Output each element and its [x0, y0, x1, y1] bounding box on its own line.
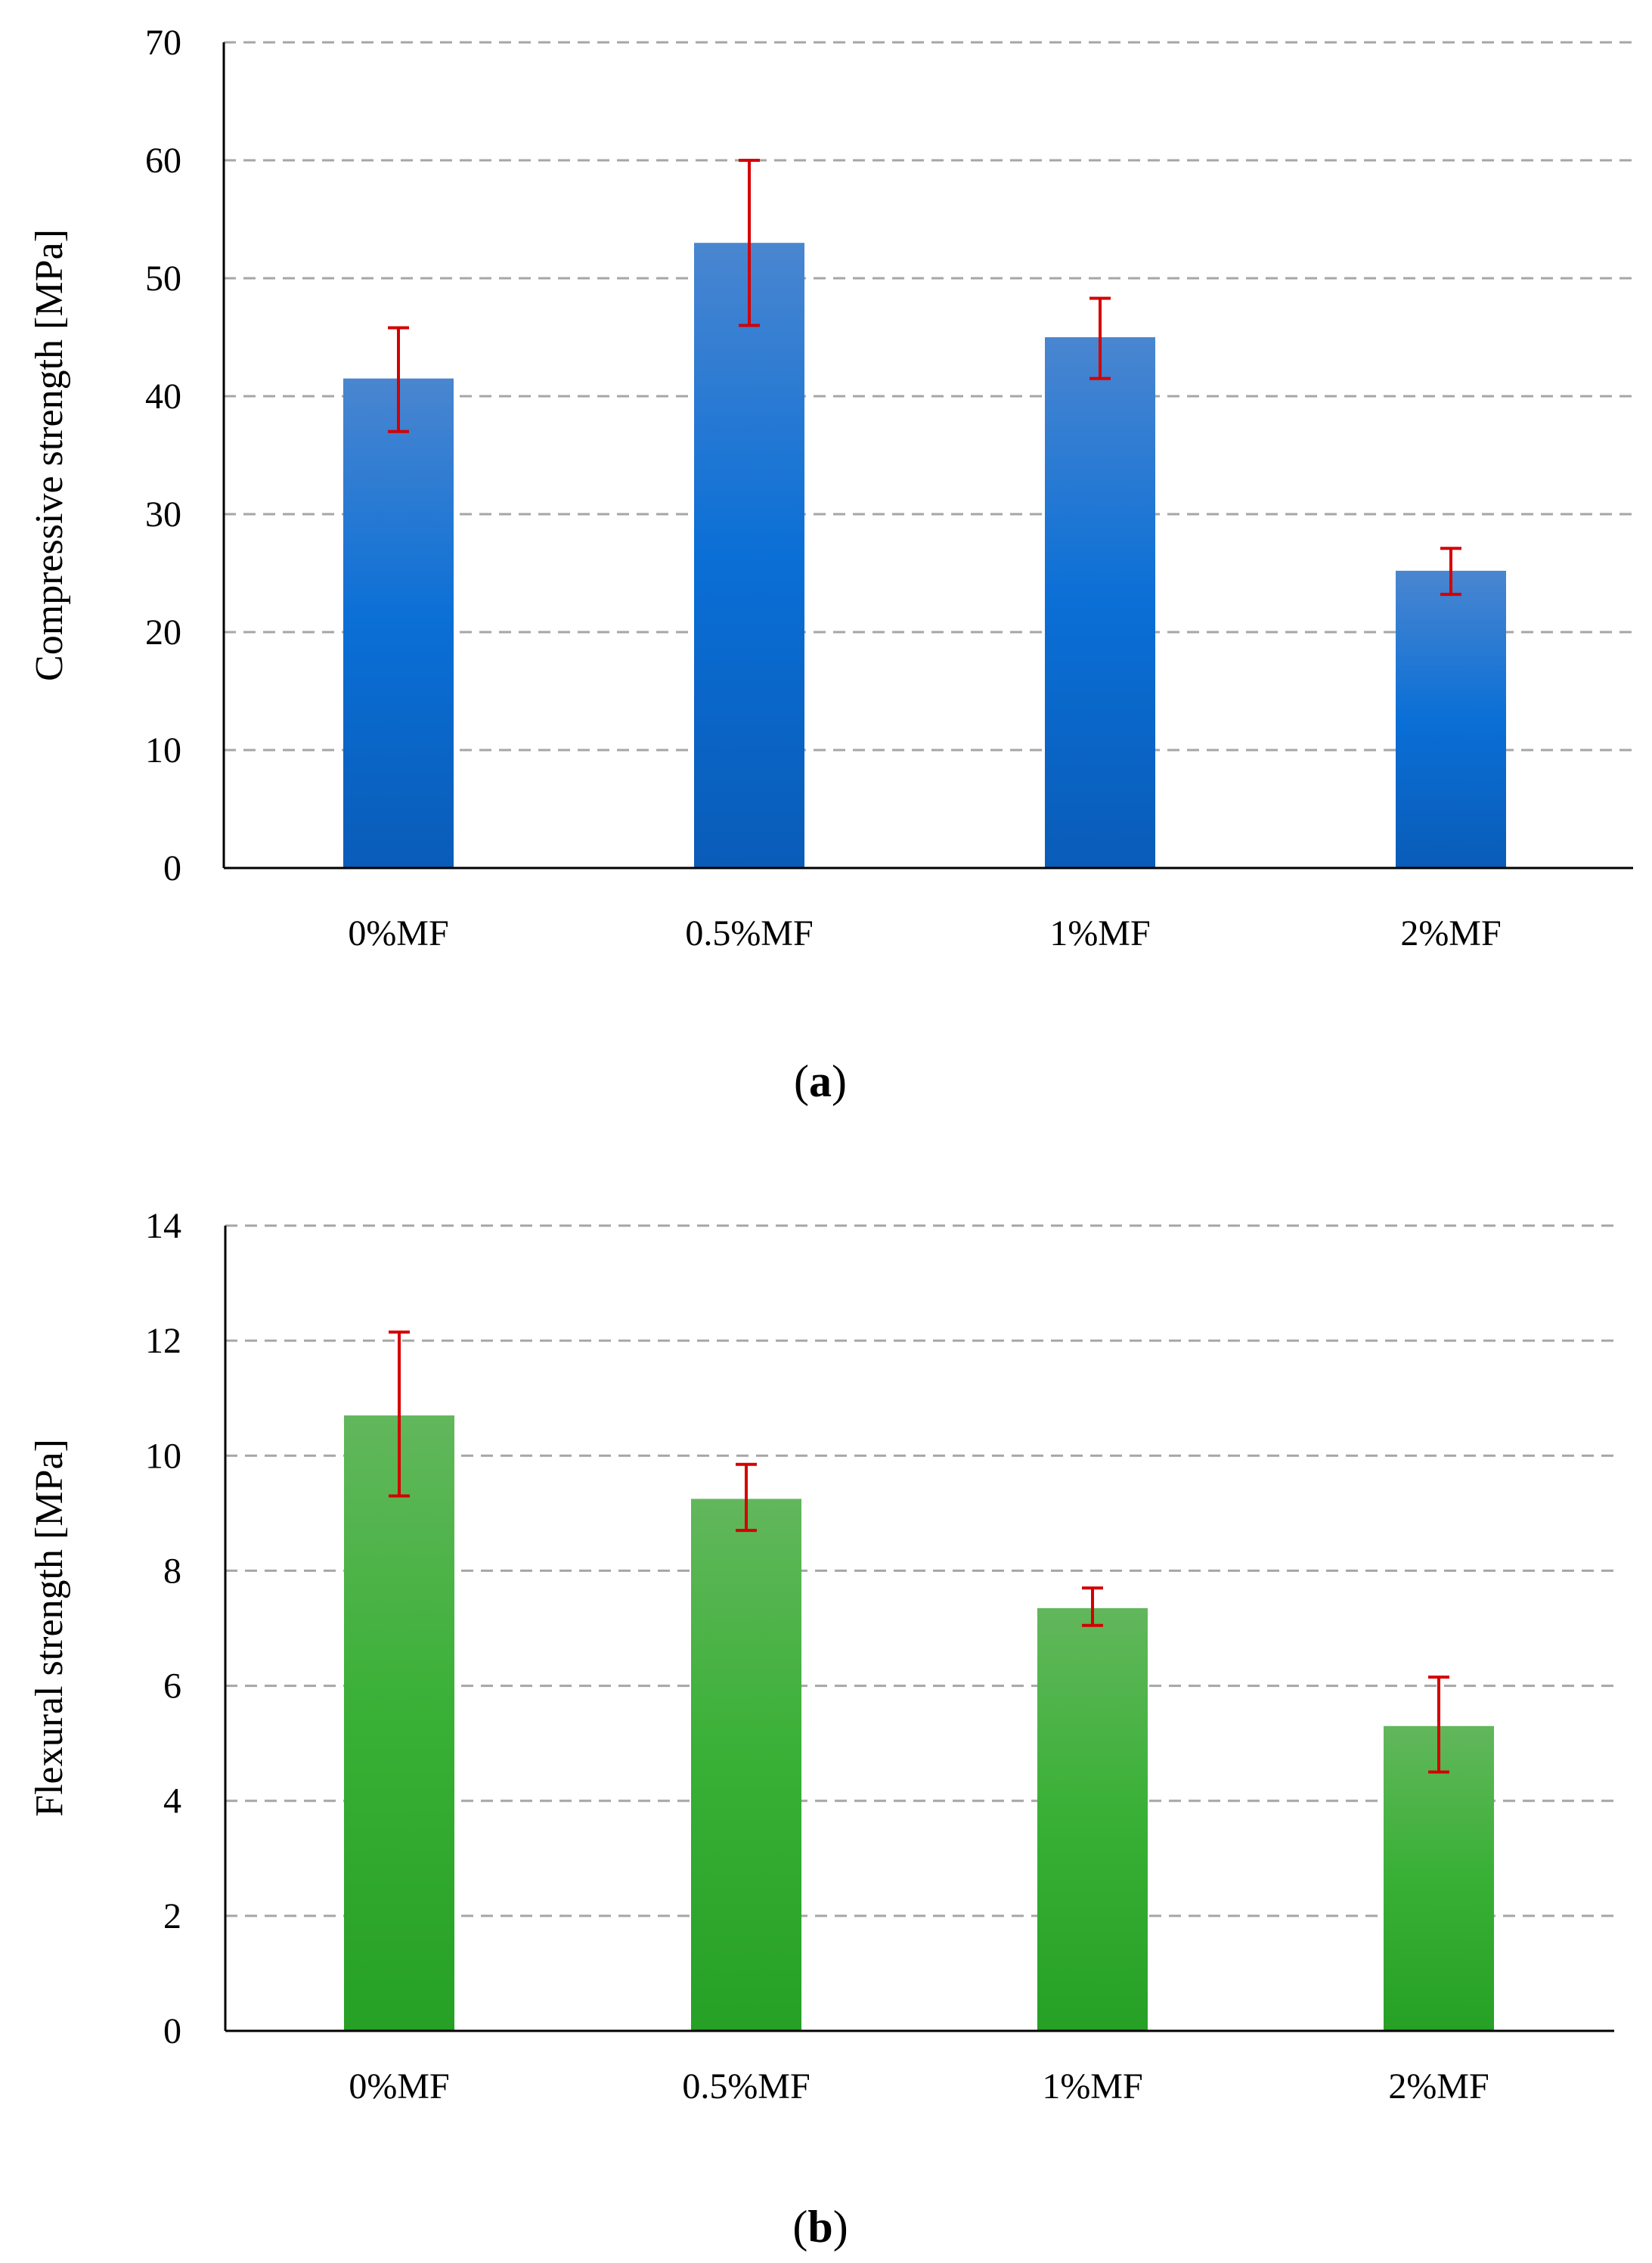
y-tick-label: 0 — [163, 848, 181, 888]
x-tick-label: 2%MF — [1388, 2066, 1489, 2106]
bar-05mf — [694, 243, 804, 868]
chart-a: 0 10 20 30 40 50 60 70 0%MF 0.5%MF 1%MF 2%MF Compr… — [28, 23, 1633, 1106]
panel-letter-b: b — [807, 2202, 832, 2252]
y-tick-label: 12 — [145, 1321, 181, 1361]
y-tick-labels-b: 0 2 4 6 8 10 12 14 — [145, 1206, 181, 2051]
y-tick-label: 0 — [163, 2011, 181, 2051]
bar-2mf — [1396, 570, 1506, 868]
y-tick-label: 20 — [145, 612, 181, 653]
x-tick-labels-b: 0%MF 0.5%MF 1%MF 2%MF — [349, 2066, 1489, 2106]
bars-b — [344, 1415, 1494, 2031]
y-tick-label: 10 — [145, 730, 181, 770]
x-tick-label: 0%MF — [348, 913, 448, 953]
y-axis-label-b: Flexural strength [MPa] — [28, 1439, 71, 1817]
error-bars-b — [389, 1330, 1449, 1774]
y-tick-label: 8 — [163, 1551, 181, 1591]
bar-05mf — [691, 1499, 801, 2031]
bar-2mf — [1384, 1725, 1494, 2031]
y-tick-label: 6 — [163, 1666, 181, 1707]
x-tick-label: 0%MF — [349, 2066, 449, 2106]
bar-1mf — [1045, 337, 1155, 868]
x-tick-label: 1%MF — [1049, 913, 1150, 953]
bars-a — [343, 243, 1506, 869]
x-tick-label: 1%MF — [1042, 2066, 1142, 2106]
y-tick-label: 4 — [163, 1781, 181, 1821]
bar-0mf — [344, 1415, 454, 2031]
y-tick-label: 40 — [145, 377, 181, 417]
panel-label-b: (b) — [792, 2202, 848, 2252]
bar-0mf — [343, 378, 454, 869]
y-tick-label: 10 — [145, 1436, 181, 1476]
y-tick-label: 14 — [145, 1206, 181, 1246]
gridlines-b — [225, 1224, 1614, 1917]
panel-label-a: (a) — [794, 1056, 847, 1106]
error-bars-a — [388, 159, 1461, 597]
y-tick-label: 60 — [145, 141, 181, 181]
x-tick-label: 0.5%MF — [682, 2066, 810, 2106]
y-axis-label-a: Compressive strength [MPa] — [28, 229, 71, 681]
y-tick-label: 30 — [145, 494, 181, 535]
y-tick-label: 50 — [145, 259, 181, 299]
bar-1mf — [1037, 1607, 1148, 2031]
y-tick-label: 2 — [163, 1896, 181, 1936]
chart-b: 0 2 4 6 8 10 12 14 0%MF 0.5%MF 1%MF 2%MF Flexural … — [28, 1206, 1614, 2252]
x-tick-labels-a: 0%MF 0.5%MF 1%MF 2%MF — [348, 913, 1501, 953]
y-tick-labels-a: 0 10 20 30 40 50 60 70 — [145, 23, 181, 888]
y-tick-label: 70 — [145, 23, 181, 63]
x-tick-label: 0.5%MF — [685, 913, 813, 953]
panel-letter-a: a — [809, 1056, 832, 1106]
x-tick-label: 2%MF — [1400, 913, 1501, 953]
